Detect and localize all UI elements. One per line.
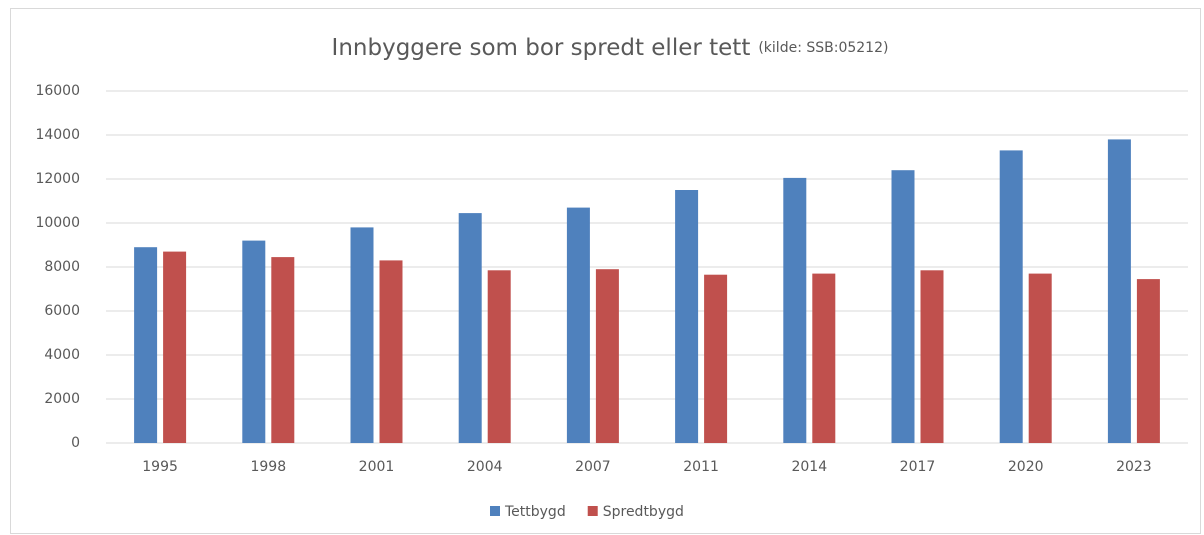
x-tick-label: 2004 [467, 459, 503, 475]
x-tick-label: 2023 [1116, 459, 1152, 475]
x-tick-label: 2007 [575, 459, 611, 475]
x-tick-label: 2014 [791, 459, 827, 475]
bar [1107, 139, 1131, 443]
bar [999, 150, 1023, 443]
x-tick-label: 2001 [359, 459, 395, 475]
y-tick-label: 8000 [44, 259, 80, 275]
bar [242, 240, 266, 443]
y-tick-label: 2000 [44, 391, 80, 407]
y-tick-label: 16000 [35, 83, 80, 99]
bar [675, 190, 699, 443]
x-tick-label: 1998 [250, 459, 286, 475]
bar [595, 269, 619, 443]
x-tick-label: 2011 [683, 459, 719, 475]
legend-label: Spredtbygd [603, 504, 684, 520]
bar [1136, 279, 1160, 443]
y-tick-label: 10000 [35, 215, 80, 231]
y-tick-label: 4000 [44, 347, 80, 363]
bar [379, 260, 403, 443]
bar [271, 257, 295, 443]
chart-title-main: Innbyggere som bor spredt eller tett [332, 35, 751, 61]
legend-swatch [490, 506, 500, 516]
bar [812, 273, 836, 443]
x-tick-label: 1995 [142, 459, 178, 475]
legend-label: Tettbygd [504, 504, 566, 520]
bar [920, 270, 944, 443]
bar [350, 227, 374, 443]
y-tick-label: 14000 [35, 127, 80, 143]
bar [458, 213, 482, 443]
chart-title: Innbyggere som bor spredt eller tett (kil… [332, 35, 889, 61]
bar [566, 207, 590, 443]
bar [163, 251, 187, 443]
bar [783, 177, 807, 443]
y-tick-label: 6000 [44, 303, 80, 319]
chart-subtitle: (kilde: SSB:05212) [758, 40, 888, 56]
bar [704, 274, 728, 443]
x-tick-label: 2017 [900, 459, 936, 475]
x-tick-label: 2020 [1008, 459, 1044, 475]
y-tick-label: 12000 [35, 171, 80, 187]
bar [487, 270, 511, 443]
bar [1028, 273, 1052, 443]
y-tick-label: 0 [71, 435, 80, 451]
legend-swatch [587, 506, 598, 516]
bar [134, 247, 158, 443]
bar [891, 170, 915, 443]
